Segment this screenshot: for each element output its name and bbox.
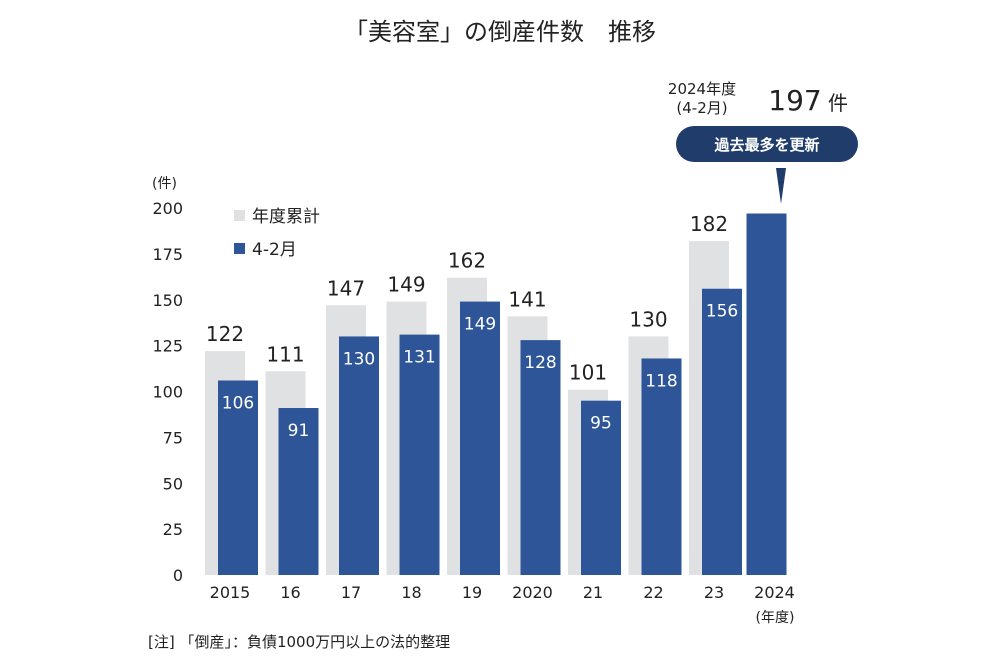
data-label-cumulative: 111 xyxy=(266,342,304,366)
y-tick-label: 25 xyxy=(163,520,183,539)
y-tick-label: 50 xyxy=(163,474,183,493)
x-tick-label: 23 xyxy=(704,583,724,602)
x-axis-unit: (年度) xyxy=(756,610,795,626)
annotation-period: (4-2月) xyxy=(676,99,727,117)
bar-apr-feb xyxy=(460,301,500,575)
y-axis-ticks: 0 25 50 75 100 125 150 175 200 xyxy=(152,199,183,585)
x-tick-label: 2020 xyxy=(512,583,553,602)
y-tick-label: 200 xyxy=(152,199,183,218)
data-label-cumulative: 130 xyxy=(629,307,667,331)
data-label-cumulative: 141 xyxy=(508,287,546,311)
data-label-apr-feb: 128 xyxy=(524,353,556,373)
annotation-value: 197 xyxy=(768,84,821,117)
data-label-cumulative: 101 xyxy=(569,361,607,385)
y-tick-label: 100 xyxy=(152,383,183,402)
highlight-annotation: 2024年度 (4-2月) 197 件 過去最多を更新 xyxy=(668,80,858,204)
bar-apr-feb xyxy=(278,408,319,575)
bar-apr-feb xyxy=(702,288,742,575)
legend: 年度累計 4-2月 xyxy=(234,207,320,260)
x-tick-label: 21 xyxy=(583,583,603,602)
data-label-apr-feb: 149 xyxy=(464,315,496,335)
x-tick-label: 18 xyxy=(401,583,421,602)
x-tick-label: 19 xyxy=(462,583,482,602)
y-tick-label: 75 xyxy=(163,428,183,447)
legend-swatch-cumulative xyxy=(234,210,245,221)
data-label-cumulative: 182 xyxy=(690,212,728,236)
record-high-badge-label: 過去最多を更新 xyxy=(713,136,819,154)
data-label-apr-feb: 156 xyxy=(706,302,738,322)
data-label-cumulative: 122 xyxy=(206,322,244,346)
data-label-apr-feb: 130 xyxy=(343,349,375,369)
data-label-cumulative: 147 xyxy=(327,276,365,300)
chart-title: 「美容室」の倒産件数 推移 xyxy=(344,18,656,46)
footnote: [注] 「倒産」：負債1000万円以上の法的整理 xyxy=(148,633,450,651)
x-tick-label: 2024 xyxy=(754,583,795,602)
data-label-apr-feb: 118 xyxy=(645,371,677,391)
x-tick-label: 2015 xyxy=(210,583,251,602)
data-labels: 122 106 111 91 147 130 149 131 162 149 141 128 101 95… xyxy=(206,212,738,441)
legend-swatch-apr-feb xyxy=(234,243,245,254)
legend-label-cumulative: 年度累計 xyxy=(252,207,320,227)
bar-apr-feb xyxy=(218,380,258,575)
data-label-apr-feb: 91 xyxy=(288,421,310,441)
bar-apr-feb xyxy=(581,400,621,575)
bar-apr-feb xyxy=(399,334,440,575)
data-label-apr-feb: 106 xyxy=(222,393,254,413)
data-label-cumulative: 162 xyxy=(448,249,486,273)
bar-apr-feb xyxy=(339,336,379,575)
y-axis-unit: (件) xyxy=(152,176,177,192)
x-tick-label: 22 xyxy=(643,583,663,602)
x-tick-label: 16 xyxy=(280,583,300,602)
annotation-year: 2024年度 xyxy=(668,80,736,98)
legend-label-apr-feb: 4-2月 xyxy=(252,240,297,260)
x-axis-ticks: 2015 16 17 18 19 2020 21 22 23 2024 xyxy=(210,583,795,602)
y-tick-label: 175 xyxy=(152,245,183,264)
bar-apr-feb xyxy=(746,213,787,575)
data-label-apr-feb: 131 xyxy=(403,348,435,368)
data-label-apr-feb: 95 xyxy=(590,414,612,434)
record-high-badge xyxy=(676,126,858,162)
data-label-cumulative: 149 xyxy=(387,273,425,297)
apr-feb-bars xyxy=(218,213,787,575)
bar-apr-feb xyxy=(520,340,561,575)
y-tick-label: 0 xyxy=(173,566,183,585)
y-tick-label: 150 xyxy=(152,291,183,310)
y-tick-label: 125 xyxy=(152,337,183,356)
annotation-unit: 件 xyxy=(828,91,848,115)
badge-pointer xyxy=(776,168,786,204)
bar-apr-feb xyxy=(641,358,682,575)
x-tick-label: 17 xyxy=(341,583,361,602)
